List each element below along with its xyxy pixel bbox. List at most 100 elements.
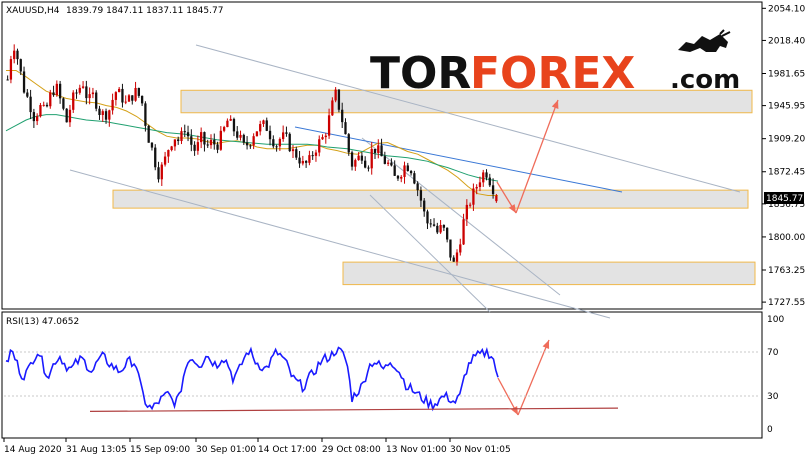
- candle-body: [252, 136, 255, 146]
- candle-body: [131, 95, 134, 101]
- candle-body: [111, 99, 114, 111]
- candlesticks: [6, 44, 498, 266]
- candle-body: [180, 131, 183, 142]
- candle-body: [311, 155, 314, 157]
- rsi-panel-frame: [1, 311, 763, 439]
- candle-body: [140, 95, 144, 104]
- symbol-label: XAUUSD,H4: [6, 6, 60, 16]
- candle-body: [55, 83, 58, 96]
- y-tick-label: 1800.00: [768, 233, 805, 243]
- candle-body: [475, 186, 478, 189]
- candle-body: [137, 87, 140, 96]
- candle-body: [304, 160, 308, 163]
- candle-body: [75, 92, 78, 94]
- channel-mid-line-2: [369, 194, 491, 313]
- moving-average-slow: [5, 114, 499, 182]
- candle-body: [262, 120, 265, 125]
- candle-body: [213, 139, 216, 145]
- candle-body: [118, 88, 121, 93]
- price-panel-frame: [1, 1, 763, 310]
- candle-body: [291, 149, 295, 152]
- bull-icon: [678, 29, 731, 52]
- candle-body: [396, 175, 400, 179]
- candle-body: [482, 172, 485, 183]
- candle-body: [449, 239, 452, 258]
- candle-body: [6, 79, 9, 81]
- candle-body: [209, 139, 213, 146]
- candle-body: [91, 92, 95, 95]
- candle-body: [259, 124, 262, 132]
- rsi-label: RSI(13) 47.0652: [6, 317, 79, 327]
- current-price: 1845.77: [766, 194, 803, 204]
- candle-body: [331, 100, 334, 116]
- candle-body: [36, 116, 39, 122]
- candle-body: [167, 150, 170, 157]
- candle-body: [154, 147, 157, 168]
- candle-body: [177, 139, 180, 142]
- candle-body: [39, 104, 42, 117]
- candle-body: [354, 160, 357, 167]
- candle-body: [400, 176, 403, 179]
- candle-body: [334, 89, 337, 101]
- candle-body: [265, 120, 268, 131]
- candle-body: [245, 142, 249, 146]
- price-zones: [112, 89, 756, 286]
- x-tick-label: 29 Oct 08:00: [322, 445, 381, 455]
- candle-body: [219, 130, 222, 150]
- y-tick-label: 1981.65: [768, 69, 805, 79]
- candle-body: [150, 142, 154, 148]
- x-tick-label: 31 Aug 13:05: [66, 445, 127, 455]
- candle-body: [409, 171, 413, 174]
- candle-body: [308, 155, 311, 163]
- candle-body: [472, 188, 475, 205]
- candle-body: [16, 50, 19, 60]
- y-tick-label: 1727.55: [768, 298, 805, 308]
- candle-body: [380, 145, 383, 157]
- candle-body: [350, 152, 354, 167]
- x-tick-label: 14 Oct 17:00: [258, 445, 317, 455]
- rsi-arrow-up-head: [542, 340, 550, 349]
- forecast-arrow-up: [515, 99, 559, 214]
- resistance-zone: [180, 89, 753, 114]
- candle-body: [95, 92, 98, 109]
- candle-body: [147, 125, 150, 143]
- rsi-support-line: [89, 407, 619, 412]
- logo-forex: FOREX: [470, 48, 635, 99]
- rsi-arrow-up: [517, 339, 550, 416]
- candle-body: [157, 167, 160, 180]
- candle-body: [360, 155, 364, 161]
- lower-zone: [342, 261, 756, 286]
- candle-body: [124, 101, 127, 103]
- logo-tor: TOR: [370, 48, 471, 99]
- candle-body: [101, 111, 104, 116]
- candle-body: [285, 132, 288, 134]
- logo-com: .com: [670, 65, 740, 95]
- candle-body: [65, 108, 68, 123]
- candle-body: [183, 131, 186, 133]
- candle-body: [255, 131, 259, 137]
- candle-body: [432, 224, 436, 226]
- candle-body: [403, 165, 406, 177]
- candle-body: [295, 149, 298, 158]
- candle-body: [236, 131, 239, 138]
- candle-body: [45, 104, 49, 107]
- x-tick-label: 30 Nov 01:05: [450, 445, 511, 455]
- candle-body: [268, 130, 272, 140]
- channel-lines: [69, 44, 741, 319]
- candle-body: [72, 92, 75, 110]
- candle-body: [347, 134, 350, 153]
- candle-body: [314, 152, 318, 156]
- rsi-line: [5, 346, 499, 412]
- candle-body: [282, 132, 285, 140]
- candle-body: [383, 156, 386, 164]
- y-tick-label: 2018.40: [768, 36, 805, 46]
- y-tick-label: 1836.75: [768, 200, 805, 210]
- ohlc-label: 1839.79 1847.11 1837.11 1845.77: [66, 6, 223, 16]
- candle-body: [419, 190, 423, 201]
- candle-body: [324, 135, 327, 138]
- candle-body: [226, 120, 229, 128]
- candle-body: [393, 165, 396, 176]
- candle-body: [190, 136, 193, 145]
- candle-body: [232, 118, 236, 132]
